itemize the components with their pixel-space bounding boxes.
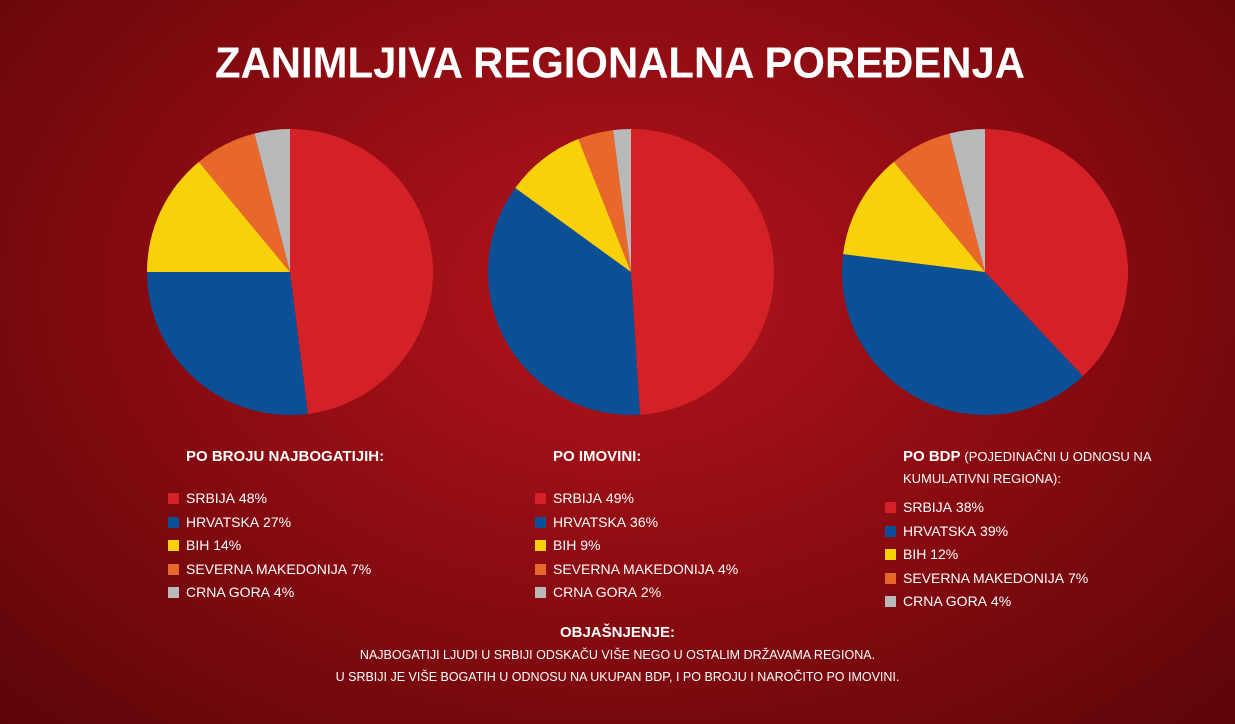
legend-label: SEVERNA MAKEDONIJA (903, 569, 1065, 586)
legend-value: 2% (640, 584, 662, 600)
legend-swatch (885, 572, 896, 584)
note: OBJAŠNJENJE: NAJBOGATIJI LJUDI U SRBIJI … (0, 622, 1235, 688)
pie-slice (290, 129, 433, 414)
pie-slice (893, 133, 985, 272)
pie-slice (843, 161, 985, 272)
legend-item: BIH 14% (168, 534, 384, 558)
legend-swatch (168, 516, 179, 528)
legend-value: 9% (580, 537, 601, 553)
legend-title: PO IMOVINI: (535, 446, 738, 468)
legend-title: PO BROJU NAJBOGATIJIH: (168, 446, 384, 468)
pie-slice (147, 272, 308, 415)
legend-value: 36% (630, 513, 659, 530)
pie-slice (842, 254, 1083, 415)
pie-slice (515, 139, 631, 272)
legend-label: CRNA GORA (186, 584, 271, 600)
pie-slice (985, 129, 1128, 377)
legend-value: 38% (955, 499, 984, 515)
legend-item: SRBIJA 38% (885, 496, 1155, 520)
legend-item: CRNA GORA 4% (168, 581, 384, 605)
pie-slice (613, 129, 631, 272)
chart-subtitle: (POJEDINAČNI U ODNOSU NA KUMULATIVNI REG… (903, 449, 1151, 486)
legend-swatch (535, 493, 546, 505)
legend-item: SEVERNA MAKEDONIJA 4% (535, 558, 738, 582)
pie-slice (631, 129, 775, 415)
legend-swatch (885, 525, 896, 537)
legend-item: BIH 9% (535, 534, 738, 558)
legend-value: 39% (980, 522, 1009, 539)
legend-label: SRBIJA (186, 490, 236, 506)
legend: PO BDP (POJEDINAČNI U ODNOSU NA KUMULATI… (885, 446, 1155, 614)
legend-item: HRVATSKA 39% (885, 520, 1155, 544)
note-title: OBJAŠNJENJE: (559, 624, 676, 641)
legend-swatch (535, 563, 546, 575)
note-line: NAJBOGATIJI LJUDI U SRBIJI ODSKAČU VIŠE … (359, 648, 876, 662)
legend-swatch (535, 587, 546, 599)
legend-label: HRVATSKA (903, 522, 977, 539)
legend: PO IMOVINI: SRBIJA 49% HRVATSKA 36% BIH 9% S… (535, 446, 738, 605)
legend-label: SRBIJA (903, 499, 953, 515)
pie-slice (949, 129, 985, 272)
legend-label: BIH (553, 537, 577, 553)
legend-swatch (168, 587, 179, 599)
legend-label: HRVATSKA (186, 513, 260, 530)
pie-slice (198, 133, 290, 272)
legend-label: BIH (186, 537, 210, 553)
legend-item: CRNA GORA 4% (885, 590, 1155, 614)
legend-swatch (885, 596, 896, 608)
chart-title: PO IMOVINI: (553, 448, 642, 465)
legend-value: 7% (350, 560, 372, 577)
legend-label: SRBIJA (553, 490, 603, 506)
legend-item: SEVERNA MAKEDONIJA 7% (168, 558, 384, 582)
legend-swatch (168, 563, 179, 575)
legend-item: SRBIJA 48% (168, 487, 384, 511)
note-line: U SRBIJI JE VIŠE BOGATIH U ODNOSU NA UKU… (335, 670, 900, 684)
legend-value: 27% (263, 513, 292, 530)
legend-value: 14% (213, 537, 242, 553)
legend-label: SEVERNA MAKEDONIJA (186, 560, 348, 577)
legend-swatch (535, 516, 546, 528)
legend-label: BIH (903, 546, 927, 562)
legend-title: PO BDP (POJEDINAČNI U ODNOSU NA KUMULATI… (885, 446, 1155, 490)
legend-value: 4% (717, 560, 739, 577)
legend-item: HRVATSKA 27% (168, 511, 384, 535)
legend-label: CRNA GORA (553, 584, 638, 600)
legend-value: 12% (930, 546, 959, 562)
legend-item: CRNA GORA 2% (535, 581, 738, 605)
page-title: ZANIMLJIVA REGIONALNA POREĐENJA (215, 39, 1025, 88)
chart-title: PO BDP (903, 448, 961, 465)
legend-label: HRVATSKA (553, 513, 627, 530)
legend-item: SRBIJA 49% (535, 487, 738, 511)
pie-slice (147, 161, 290, 272)
legend-value: 4% (273, 584, 295, 600)
legend-swatch (168, 540, 179, 552)
legend-swatch (535, 540, 546, 552)
legend-value: 4% (990, 593, 1012, 609)
legend-label: SEVERNA MAKEDONIJA (553, 560, 715, 577)
legend-value: 49% (605, 490, 634, 506)
legend-swatch (168, 493, 179, 505)
legend-label: CRNA GORA (903, 593, 988, 609)
chart-title: PO BROJU NAJBOGATIJIH: (186, 448, 385, 465)
legend-item: SEVERNA MAKEDONIJA 7% (885, 567, 1155, 591)
legend-item: BIH 12% (885, 543, 1155, 567)
legend-item: HRVATSKA 36% (535, 511, 738, 535)
pie-slice (254, 129, 290, 272)
legend: PO BROJU NAJBOGATIJIH: SRBIJA 48% HRVATSKA… (168, 446, 384, 605)
legend-swatch (885, 502, 896, 514)
legend-value: 48% (238, 490, 267, 506)
legend-value: 7% (1067, 569, 1089, 586)
pie-slice (578, 130, 631, 272)
legend-swatch (885, 549, 896, 561)
pie-slice (487, 187, 640, 415)
